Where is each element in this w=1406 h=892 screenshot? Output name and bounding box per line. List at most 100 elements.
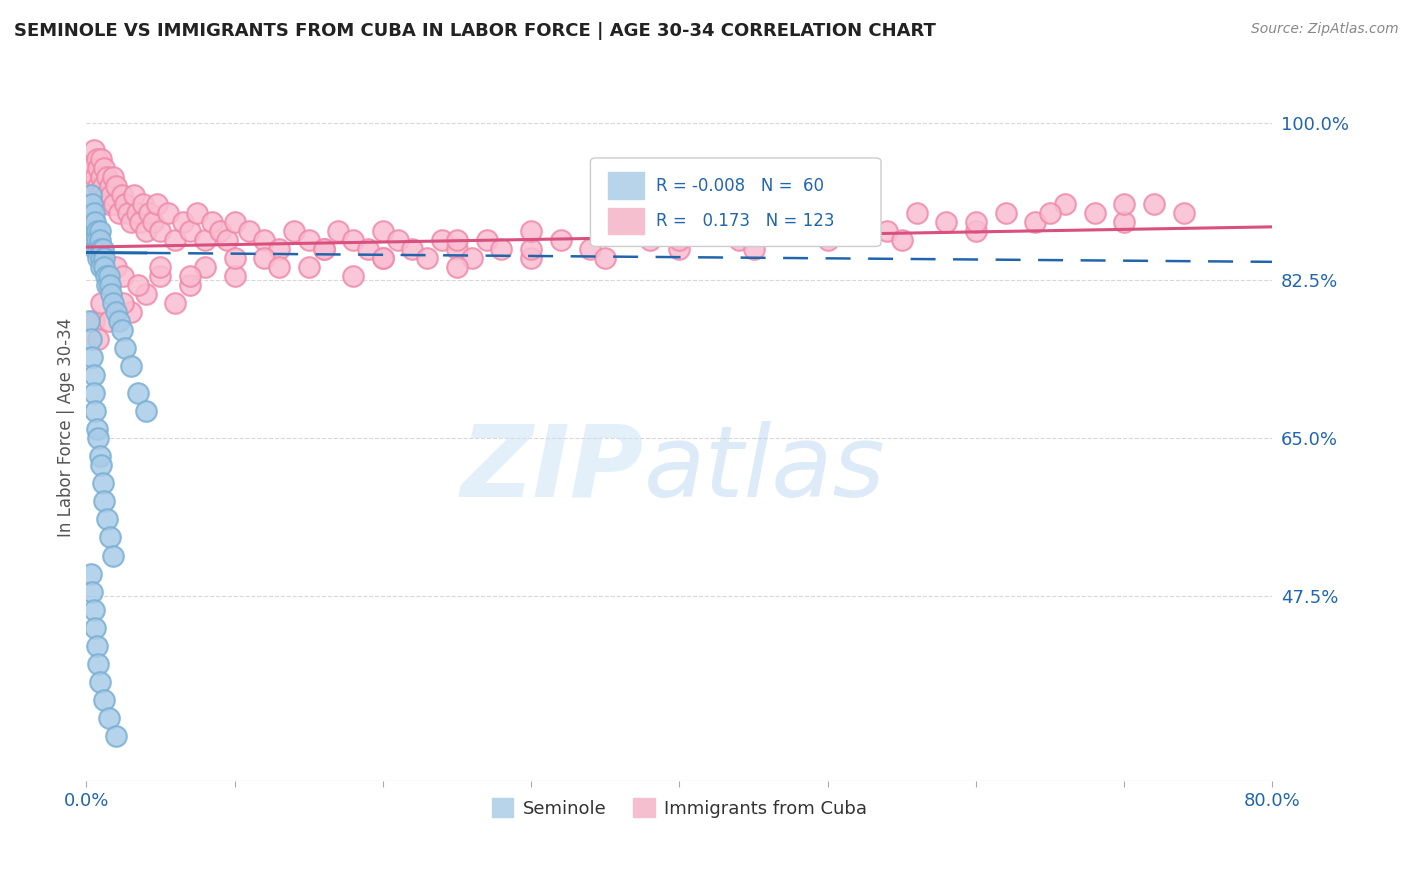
Point <box>312 242 335 256</box>
Point <box>90 296 112 310</box>
Point <box>817 233 839 247</box>
Point <box>84 215 107 229</box>
Point <box>727 233 749 247</box>
Point <box>224 251 246 265</box>
Point <box>342 233 364 247</box>
Point <box>103 196 125 211</box>
Point <box>846 215 869 229</box>
Point <box>165 233 187 247</box>
Point <box>461 251 484 265</box>
Point <box>82 224 104 238</box>
Point <box>96 512 118 526</box>
FancyBboxPatch shape <box>609 208 644 235</box>
Point <box>697 224 720 238</box>
Point <box>108 206 131 220</box>
Point <box>96 277 118 292</box>
Point <box>120 305 142 319</box>
Point <box>87 251 110 265</box>
Point <box>84 242 107 256</box>
Point <box>149 260 172 274</box>
Point <box>89 450 111 464</box>
Point <box>90 458 112 473</box>
Point <box>520 251 543 265</box>
Point <box>117 206 139 220</box>
Point <box>77 314 100 328</box>
Point <box>80 332 103 346</box>
Point <box>253 251 276 265</box>
Point <box>93 260 115 274</box>
Point <box>97 711 120 725</box>
Point <box>876 224 898 238</box>
Point <box>194 260 217 274</box>
Point <box>756 215 779 229</box>
Point <box>93 494 115 508</box>
Y-axis label: In Labor Force | Age 30-34: In Labor Force | Age 30-34 <box>58 318 75 537</box>
Point <box>1083 206 1105 220</box>
Point <box>97 314 120 328</box>
Point <box>935 215 957 229</box>
Point <box>135 404 157 418</box>
Point <box>112 296 135 310</box>
Text: atlas: atlas <box>644 421 886 518</box>
Point <box>135 224 157 238</box>
Point <box>93 693 115 707</box>
Point <box>387 233 409 247</box>
Point <box>371 224 394 238</box>
Point <box>82 196 104 211</box>
Point <box>328 224 350 238</box>
Text: SEMINOLE VS IMMIGRANTS FROM CUBA IN LABOR FORCE | AGE 30-34 CORRELATION CHART: SEMINOLE VS IMMIGRANTS FROM CUBA IN LABO… <box>14 22 936 40</box>
Point <box>201 215 224 229</box>
Point <box>135 287 157 301</box>
Point <box>179 224 201 238</box>
Point <box>371 251 394 265</box>
Point <box>90 242 112 256</box>
Point <box>149 268 172 283</box>
Point <box>1143 196 1166 211</box>
Point <box>91 178 114 193</box>
Point <box>253 233 276 247</box>
Point <box>87 657 110 671</box>
Point <box>1053 196 1076 211</box>
Point <box>114 341 136 355</box>
Point <box>83 206 105 220</box>
Point <box>127 386 149 401</box>
Point <box>138 206 160 220</box>
Point <box>668 242 690 256</box>
Point <box>520 224 543 238</box>
Point <box>165 296 187 310</box>
Point <box>224 215 246 229</box>
Point <box>90 251 112 265</box>
Point <box>94 268 117 283</box>
Point <box>98 178 121 193</box>
Point <box>491 242 513 256</box>
Point <box>179 268 201 283</box>
Point <box>97 196 120 211</box>
Point <box>100 187 122 202</box>
Point <box>101 296 124 310</box>
Point <box>217 233 239 247</box>
Point <box>1024 215 1046 229</box>
Point <box>97 277 120 292</box>
Point <box>112 268 135 283</box>
Point <box>82 178 104 193</box>
Point <box>593 251 616 265</box>
Point <box>83 314 105 328</box>
Point <box>371 251 394 265</box>
Point <box>91 476 114 491</box>
Point <box>91 242 114 256</box>
Point <box>87 332 110 346</box>
Point <box>298 233 321 247</box>
Point <box>83 602 105 616</box>
Point <box>84 621 107 635</box>
Point <box>87 431 110 445</box>
Point <box>127 277 149 292</box>
Point <box>90 169 112 184</box>
Point <box>550 233 572 247</box>
Point <box>122 187 145 202</box>
Point <box>208 224 231 238</box>
Point <box>475 233 498 247</box>
Point <box>994 206 1017 220</box>
Point <box>104 178 127 193</box>
Point <box>125 206 148 220</box>
Point <box>104 729 127 743</box>
